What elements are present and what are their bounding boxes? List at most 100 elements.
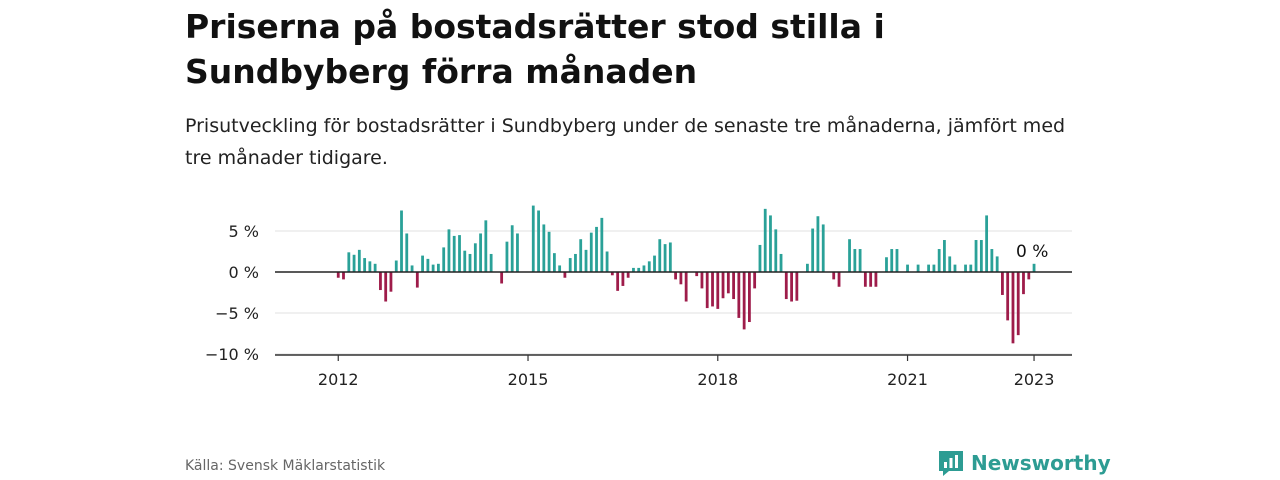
- bar: [916, 264, 920, 272]
- bar: [964, 264, 967, 272]
- bar: [547, 231, 551, 272]
- bar: [431, 264, 435, 272]
- bar: [489, 253, 493, 272]
- bar: [584, 249, 588, 272]
- bar: [500, 272, 504, 284]
- bar: [995, 256, 999, 272]
- bar: [336, 272, 340, 278]
- bar: [579, 239, 583, 272]
- bar: [653, 255, 656, 272]
- bar: [895, 249, 899, 272]
- bar: [542, 224, 546, 272]
- bar: [748, 272, 751, 323]
- bar: [811, 228, 815, 272]
- bar: [516, 233, 519, 272]
- bar: [663, 244, 667, 272]
- bar: [574, 253, 577, 272]
- bar: [415, 272, 419, 288]
- y-tick-label: 0 %: [229, 263, 259, 282]
- bar: [1032, 263, 1036, 272]
- x-tick-label: 2015: [508, 370, 549, 389]
- bar: [969, 264, 973, 272]
- bar: [1016, 272, 1020, 336]
- bar: [927, 264, 930, 272]
- bar: [410, 265, 414, 272]
- bar: [906, 264, 909, 272]
- bar: [943, 240, 946, 272]
- bar: [763, 208, 767, 272]
- bar: [716, 272, 720, 309]
- latest-value-label: 0 %: [1016, 242, 1048, 262]
- bar: [1006, 272, 1010, 321]
- bar: [700, 272, 704, 289]
- bar: [769, 215, 772, 272]
- bar: [452, 235, 456, 272]
- bar: [642, 265, 646, 272]
- bar: [357, 249, 361, 272]
- bar: [753, 272, 757, 289]
- bar: [537, 210, 540, 272]
- bar: [869, 272, 873, 287]
- chart-title: Priserna på bostadsrätter stod stilla i …: [185, 7, 885, 91]
- bar: [421, 255, 424, 272]
- bar: [937, 249, 941, 272]
- bars: [336, 205, 1036, 344]
- bar: [1027, 272, 1031, 280]
- bar: [658, 239, 662, 272]
- brand-name: Newsworthy: [971, 451, 1111, 475]
- y-tick-label: −5 %: [215, 304, 259, 323]
- bar: [806, 263, 809, 272]
- bar: [1001, 272, 1004, 295]
- bar: [352, 254, 356, 272]
- bar: [595, 226, 598, 272]
- bar: [679, 272, 683, 285]
- x-tick-label: 2012: [318, 370, 359, 389]
- bar: [447, 229, 451, 272]
- bar: [632, 267, 635, 272]
- bar: [621, 272, 625, 286]
- bar: [426, 258, 430, 272]
- bar: [384, 272, 388, 302]
- bar: [442, 247, 446, 272]
- bar: [468, 253, 472, 272]
- bar: [610, 272, 614, 276]
- bar-chart-logo-icon: [939, 451, 963, 476]
- bar: [600, 217, 604, 272]
- bar: [568, 258, 572, 272]
- bar: [373, 263, 377, 272]
- bar: [726, 272, 730, 294]
- bar: [885, 257, 888, 272]
- bar: [795, 272, 799, 301]
- bar: [405, 233, 409, 272]
- bar: [784, 272, 788, 300]
- bar: [979, 240, 983, 272]
- bar: [1022, 272, 1025, 295]
- bar: [674, 272, 677, 280]
- bar: [368, 261, 372, 272]
- brand-logo[interactable]: Newsworthy: [937, 449, 1111, 477]
- bar: [616, 272, 620, 291]
- bar: [473, 243, 477, 272]
- bar: [458, 235, 461, 272]
- bar: [626, 272, 630, 278]
- bar: [853, 249, 857, 272]
- bar: [863, 272, 867, 287]
- bar: [647, 261, 651, 272]
- bar: [932, 264, 936, 272]
- source-note: Källa: Svensk Mäklarstatistik: [185, 458, 386, 474]
- bar: [389, 272, 393, 292]
- x-tick-label: 2018: [697, 370, 738, 389]
- bar: [552, 253, 556, 272]
- bar: [990, 249, 994, 272]
- bar: [505, 241, 509, 272]
- bar: [463, 250, 467, 272]
- bar-chart: 5 % 0 % −5 % −10 % 2012 2015 2018 2021 2023 0 %: [205, 205, 1072, 389]
- bar: [637, 267, 641, 272]
- bar: [394, 260, 398, 272]
- bar: [742, 272, 746, 330]
- bar: [758, 244, 762, 272]
- bar: [837, 272, 841, 287]
- bar: [436, 263, 440, 272]
- bar: [974, 240, 978, 272]
- bar: [479, 233, 482, 272]
